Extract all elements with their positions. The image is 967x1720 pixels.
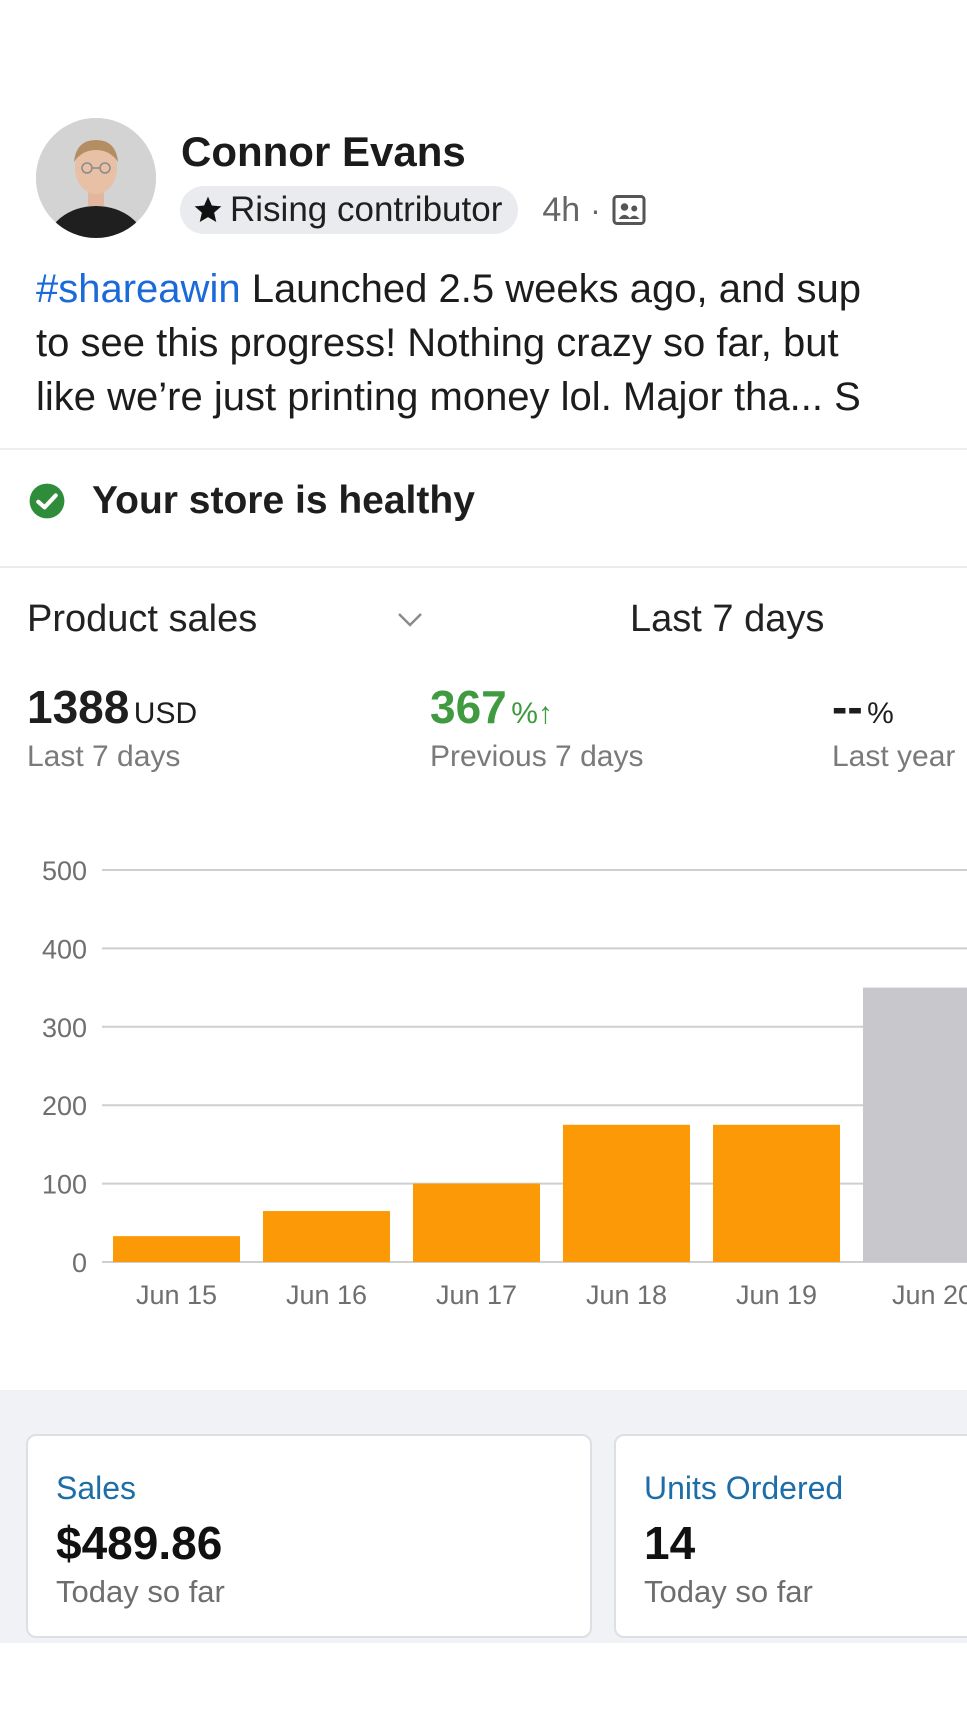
post-meta: Rising contributor 4h ·	[180, 186, 647, 234]
stat-current-sales: 1388 USD Last 7 days	[27, 680, 197, 774]
arrow-up-icon: ↑	[537, 697, 553, 730]
stat-value: --	[832, 681, 863, 733]
date-range-dropdown[interactable]: Last 7 days	[630, 598, 825, 640]
stat-previous-change: 367 %↑ Previous 7 days	[430, 680, 643, 774]
store-health-banner: Your store is healthy	[28, 476, 475, 526]
y-tick-label: 0	[72, 1248, 87, 1278]
post-line-text: Launched 2.5 weeks ago, and sup	[240, 267, 862, 311]
stat-value: 1388	[27, 681, 130, 733]
chevron-down-icon[interactable]	[396, 610, 424, 630]
x-tick-label: Jun 19	[736, 1280, 817, 1310]
stat-unit: USD	[133, 697, 198, 730]
x-tick-label: Jun 18	[586, 1280, 667, 1310]
badge-label: Rising contributor	[230, 190, 503, 229]
stat-label: Previous 7 days	[430, 740, 644, 773]
stat-label: Last 7 days	[27, 740, 181, 773]
stat-value: 367	[430, 681, 507, 733]
store-health-text: Your store is healthy	[92, 479, 475, 522]
x-tick-label: Jun 15	[136, 1280, 217, 1310]
y-tick-label: 100	[42, 1170, 87, 1200]
post-line-text: to see this progress! Nothing crazy so f…	[36, 321, 839, 365]
bar	[413, 1183, 540, 1262]
card-sub: Today so far	[56, 1574, 225, 1609]
post-header: Connor Evans Rising contributor 4h ·	[36, 118, 967, 240]
x-tick-label: Jun 16	[286, 1280, 367, 1310]
stat-unit: %	[511, 697, 538, 730]
bar	[863, 987, 967, 1262]
stat-label: Last year	[832, 740, 956, 773]
author-name[interactable]: Connor Evans	[181, 128, 466, 175]
divider	[0, 566, 967, 568]
bar	[113, 1236, 240, 1262]
metric-dropdown[interactable]: Product sales	[27, 598, 258, 640]
check-circle-icon	[29, 483, 65, 519]
bar	[263, 1211, 390, 1262]
x-tick-label: Jun 17	[436, 1280, 517, 1310]
card-label: Units Ordered	[644, 1470, 844, 1506]
meta-separator: ·	[590, 191, 601, 228]
card-value: $489.86	[56, 1517, 223, 1569]
bar	[563, 1124, 690, 1262]
hashtag-link[interactable]: #shareawin	[36, 267, 241, 311]
post-line: #shareawin Launched 2.5 weeks ago, and s…	[36, 262, 967, 316]
contributor-badge[interactable]: Rising contributor	[180, 186, 519, 234]
stat-last-year-change: -- % Last year	[832, 680, 955, 774]
divider	[0, 448, 967, 450]
y-tick-label: 300	[42, 1013, 87, 1043]
chart-canvas: 0 100 200 300 400 500 Jun 15 Jun 16 Jun 17 Jun 18…	[42, 856, 967, 1310]
sales-bar-chart: 0 100 200 300 400 500 Jun 15 Jun 16 Jun 17 Jun 18…	[0, 840, 967, 1310]
sales-card[interactable]: Sales $489.86 Today so far	[26, 1434, 592, 1638]
post-line: to see this progress! Nothing crazy so f…	[36, 316, 967, 370]
group-audience-icon	[612, 195, 646, 225]
post-time: 4h	[542, 190, 581, 229]
stat-unit: %	[867, 697, 894, 730]
post-line-text: like we’re just printing money lol. Majo…	[36, 375, 861, 419]
post-body: #shareawin Launched 2.5 weeks ago, and s…	[36, 262, 967, 424]
card-label: Sales	[56, 1470, 137, 1506]
y-tick-label: 500	[42, 856, 87, 886]
author-avatar[interactable]	[36, 118, 156, 238]
card-value: 14	[644, 1517, 696, 1569]
star-icon	[194, 196, 222, 222]
post-line[interactable]: like we’re just printing money lol. Majo…	[36, 370, 967, 424]
bar	[713, 1124, 840, 1262]
x-tick-label: Jun 20	[892, 1280, 967, 1310]
card-sub: Today so far	[644, 1574, 813, 1609]
y-tick-label: 200	[42, 1091, 87, 1121]
y-tick-label: 400	[42, 934, 87, 964]
units-ordered-card[interactable]: Units Ordered 14 Today so far	[614, 1434, 967, 1638]
